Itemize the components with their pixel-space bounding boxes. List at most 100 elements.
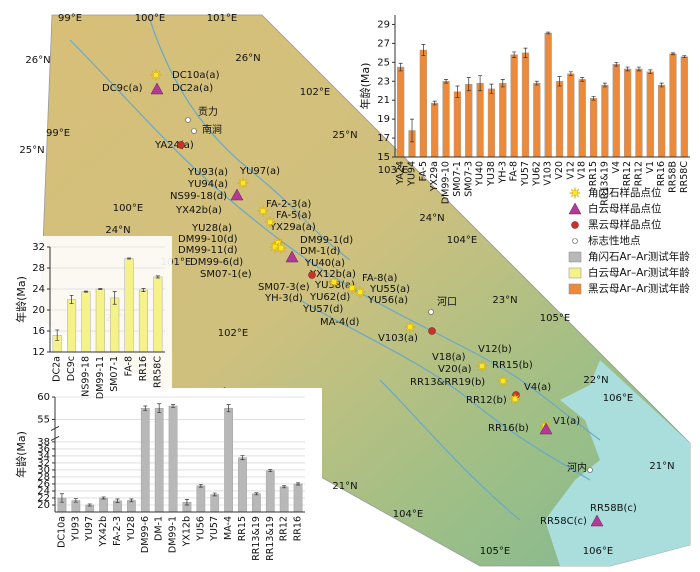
error-bar	[127, 257, 132, 260]
error-bar	[59, 493, 64, 503]
bar	[238, 457, 247, 513]
bar	[265, 470, 275, 513]
x-tick-label: V20	[554, 161, 565, 180]
error-bar	[129, 498, 134, 503]
x-tick-label: RR16	[656, 161, 667, 186]
error-bar	[682, 55, 687, 58]
error-bar	[478, 75, 483, 92]
sample-label: DC9c(a)	[102, 83, 143, 94]
hornblende-marker	[497, 375, 509, 387]
bar	[555, 81, 564, 158]
error-bar	[73, 498, 78, 503]
x-tick-label: FA-2-3	[112, 516, 123, 546]
sample-label: YX29a(a)	[269, 222, 316, 233]
error-bar	[421, 43, 426, 57]
muscovite-marker	[285, 250, 299, 263]
hornblende-marker	[264, 216, 276, 228]
sample-label: YU28(a)	[191, 223, 232, 234]
error-bar	[636, 66, 641, 72]
map-labels: 99°E 100°E 101°E26°N 26°N102°E99°E25°N25°N1…	[19, 13, 674, 557]
legend-label: 白云母样品点位	[588, 202, 662, 215]
y-tick-label: 60	[37, 392, 50, 403]
error-bar	[489, 83, 494, 94]
bar	[669, 53, 677, 158]
coordinate-label: 24°N	[419, 213, 444, 224]
coordinate-label: 23°N	[492, 295, 517, 306]
error-bar	[466, 77, 471, 92]
x-tick-label: RR58B	[667, 161, 678, 193]
x-tick-label: YU28	[126, 516, 137, 542]
error-bar	[83, 290, 88, 293]
error-bar	[115, 498, 120, 503]
coordinate-label: 104°E	[393, 509, 423, 520]
x-tick-label: DM99-6	[140, 516, 151, 553]
error-bar	[112, 291, 117, 305]
x-tick-label: DM99-1	[168, 516, 179, 553]
x-tick-label: NS99-18	[80, 356, 91, 397]
bar	[601, 84, 609, 158]
coordinate-label: 25°N	[19, 145, 44, 156]
error-bar	[143, 405, 148, 411]
hornblende-marker	[404, 321, 416, 333]
bar	[533, 82, 541, 158]
sample-label: SM07-3(e)	[258, 282, 310, 293]
y-tick-label: 28	[37, 472, 50, 483]
y-tick-label: 36	[37, 444, 50, 455]
error-bar	[534, 80, 539, 86]
y-tick-label: 19	[377, 114, 390, 125]
x-tick-label: YU57	[209, 516, 220, 542]
coordinate-label: 22°N	[583, 375, 608, 386]
legend-label: 黑云母Ar–Ar测试年龄	[588, 282, 690, 295]
y-tick-label: 21	[377, 95, 390, 106]
coordinate-label: 103°E	[378, 165, 408, 176]
y-tick-label: 20	[37, 500, 50, 511]
y-tick-label: 55	[37, 414, 50, 425]
coordinate-label: 25°N	[332, 130, 357, 141]
error-bar	[444, 79, 449, 84]
error-bar	[171, 404, 176, 408]
error-bar	[101, 496, 106, 500]
coordinate-label: 101°E	[207, 13, 237, 24]
x-tick-label: MA-4	[223, 516, 234, 540]
hornblende-marker	[150, 69, 162, 81]
y-tick-label: 34	[37, 451, 50, 462]
bar	[465, 83, 473, 158]
error-bar	[254, 492, 259, 496]
x-tick-label: RR16	[293, 516, 304, 541]
error-bar	[240, 455, 245, 461]
sample-label: RR15(b)	[492, 360, 533, 371]
sample-label: RR12(b)	[466, 395, 507, 406]
error-bar	[212, 492, 217, 497]
sample-label: FA-5(a)	[276, 210, 311, 221]
x-tick-label: FA-8	[124, 356, 135, 376]
x-tick-label: YX42b	[98, 516, 109, 547]
y-tick-label: 24	[37, 486, 50, 497]
coordinate-label: 26°N	[235, 53, 260, 64]
y-tick-label: 32	[32, 242, 45, 253]
bar	[210, 494, 220, 513]
y-tick-label: 30	[37, 465, 50, 476]
rivers	[69, 19, 601, 521]
y-tick-label: 27	[377, 38, 390, 49]
legend-swatch	[568, 251, 582, 263]
error-bar	[546, 31, 551, 35]
bar	[397, 66, 405, 158]
error-bar	[455, 85, 460, 98]
sample-label: NS99-18(d)	[170, 191, 227, 202]
sample-label: DM-1(d)	[300, 246, 341, 257]
legend: 角闪石样品点位白云母样品点位黑云母样品点位标志性地点角闪石Ar–Ar测试年龄白云…	[568, 186, 690, 295]
bar	[95, 288, 105, 353]
x-tick-label: RR12	[622, 161, 633, 186]
y-axis-label: 年龄(Ma)	[14, 276, 28, 323]
sample-label: SM07-1(e)	[200, 269, 252, 280]
x-tick-label: YH-3	[497, 161, 508, 184]
hornblende-marker	[509, 393, 521, 405]
bar	[124, 258, 134, 353]
error-bar	[602, 82, 607, 88]
coordinate-label: 105°E	[540, 313, 570, 324]
muscovite-marker	[230, 188, 244, 201]
error-bar	[625, 66, 630, 72]
sample-label: RR58B(c)	[590, 503, 637, 514]
sample-label: RR58C(c)	[540, 516, 587, 527]
coordinate-label: 105°E	[480, 546, 510, 557]
